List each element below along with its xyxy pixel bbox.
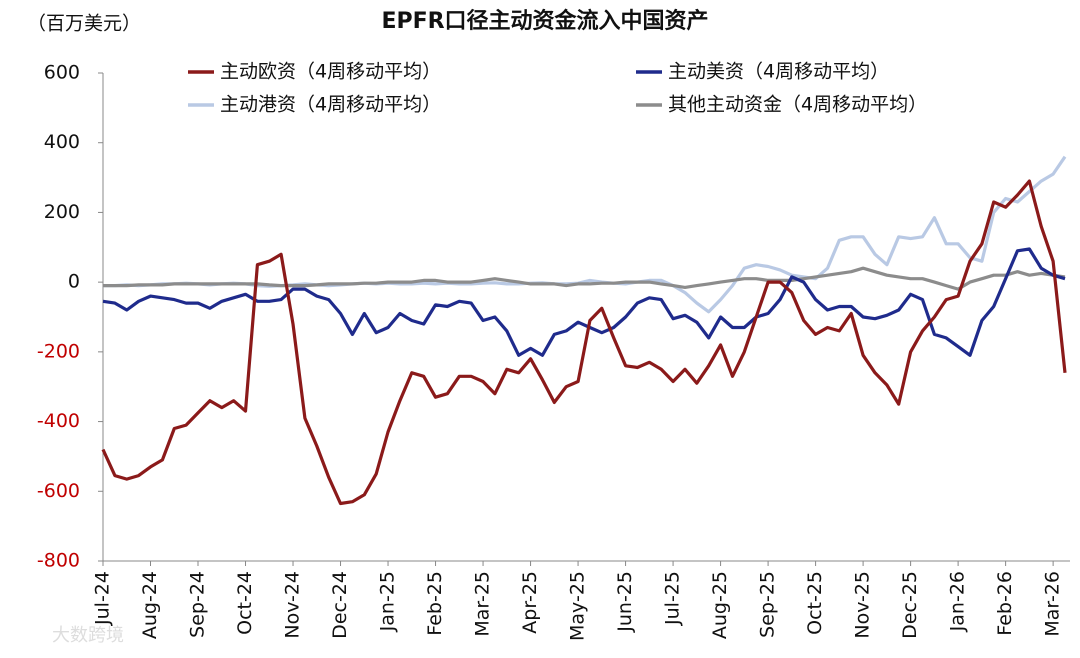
series-line bbox=[101, 179, 1067, 506]
x-tick-label: May-25 bbox=[567, 571, 589, 641]
y-tick-label: -200 bbox=[37, 340, 80, 362]
x-tick-label: Dec-25 bbox=[899, 571, 921, 639]
watermark: 大数跨境 bbox=[52, 625, 124, 646]
y-tick-label: 0 bbox=[68, 271, 80, 293]
y-axis-label: （百万美元） bbox=[27, 13, 141, 35]
x-tick-label: Jan-26 bbox=[947, 571, 969, 632]
x-tick-label: Mar-25 bbox=[472, 571, 494, 637]
x-tick-label: Oct-24 bbox=[234, 571, 256, 635]
y-tick-label: 400 bbox=[44, 131, 80, 153]
legend-label: 主动美资（4周移动平均） bbox=[668, 61, 889, 83]
legend-label: 其他主动资金（4周移动平均） bbox=[668, 94, 927, 116]
legend-label: 主动欧资（4周移动平均） bbox=[220, 61, 441, 83]
x-tick-label: Jun-25 bbox=[614, 571, 636, 633]
series-line bbox=[103, 266, 1066, 291]
y-tick-label: -400 bbox=[37, 410, 80, 432]
x-tick-label: Sep-25 bbox=[757, 571, 779, 638]
x-tick-label: Aug-24 bbox=[139, 571, 161, 639]
chart-title: EPFR口径主动资金流入中国资产 bbox=[381, 8, 708, 34]
x-tick-label: Feb-26 bbox=[994, 571, 1016, 636]
x-tick-label: Jul-25 bbox=[662, 571, 684, 626]
y-tick-label: 600 bbox=[44, 62, 80, 84]
y-tick-label: -800 bbox=[37, 550, 80, 572]
y-tick-label: 200 bbox=[44, 201, 80, 223]
x-tick-label: Mar-26 bbox=[1042, 571, 1064, 637]
x-tick-label: Dec-24 bbox=[329, 571, 351, 639]
x-tick-label: Aug-25 bbox=[709, 571, 731, 639]
y-tick-label: -600 bbox=[37, 480, 80, 502]
x-tick-label: Jan-25 bbox=[377, 571, 399, 632]
x-tick-label: Nov-24 bbox=[282, 571, 304, 639]
legend-label: 主动港资（4周移动平均） bbox=[220, 94, 441, 116]
series-line bbox=[102, 247, 1066, 357]
x-tick-label: Jul-24 bbox=[92, 571, 114, 626]
x-tick-label: Sep-24 bbox=[187, 571, 209, 638]
x-tick-label: Apr-25 bbox=[519, 571, 541, 634]
series-line bbox=[103, 155, 1067, 314]
x-tick-label: Oct-25 bbox=[804, 571, 826, 635]
x-tick-label: Feb-25 bbox=[424, 571, 446, 636]
x-tick-label: Nov-25 bbox=[852, 571, 874, 639]
